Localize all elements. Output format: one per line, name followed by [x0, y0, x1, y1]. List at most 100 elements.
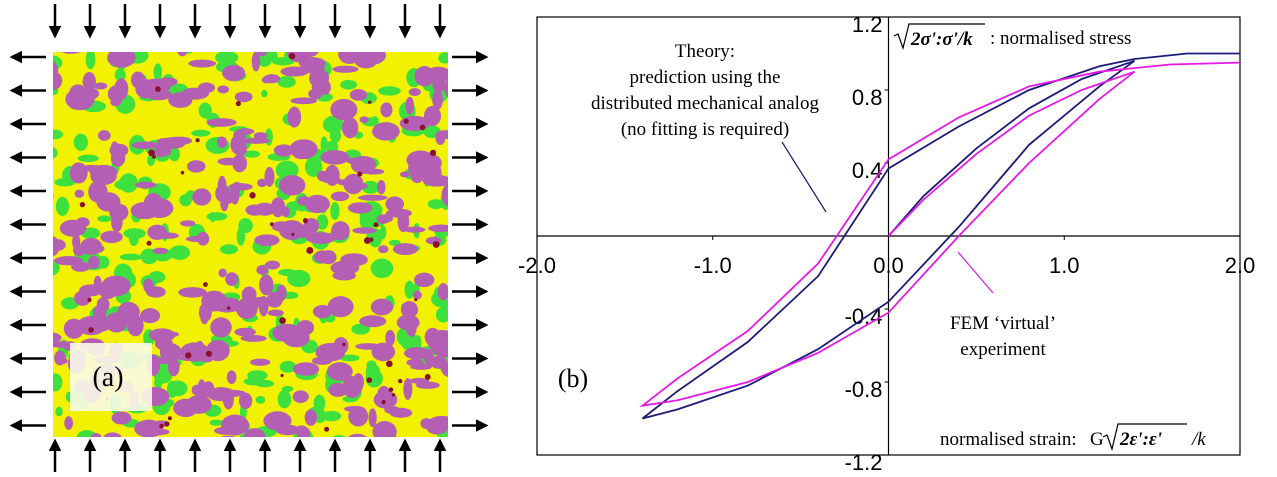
green-phase — [370, 258, 394, 279]
violet-phase — [376, 214, 390, 224]
violet-phase — [287, 106, 302, 128]
violet-phase — [276, 284, 287, 302]
green-phase — [404, 280, 415, 299]
green-phase — [198, 102, 212, 119]
violet-phase — [256, 264, 269, 275]
green-phase — [54, 178, 76, 187]
violet-phase — [271, 221, 292, 232]
violet-phase — [290, 97, 318, 105]
dark-phase — [369, 237, 374, 242]
dark-phase — [429, 149, 437, 156]
dark-phase — [398, 378, 403, 384]
green-phase — [215, 52, 239, 65]
violet-phase — [404, 226, 426, 233]
green-phase — [255, 396, 266, 404]
dark-phase — [195, 138, 200, 143]
violet-phase — [406, 358, 424, 367]
green-phase — [76, 430, 98, 437]
violet-phase — [217, 85, 229, 94]
violet-phase — [350, 155, 377, 174]
violet-phase — [359, 116, 369, 124]
annotation-fem: experiment — [960, 339, 1046, 360]
green-phase — [53, 67, 54, 76]
violet-phase — [192, 188, 212, 206]
violet-phase — [312, 304, 333, 319]
annotation-theory: distributed mechanical analog — [591, 93, 819, 114]
violet-phase — [330, 98, 358, 121]
dark-phase — [424, 374, 431, 380]
violet-phase — [308, 88, 323, 100]
chart: -2.0 -1.0 0.0 1.0 2.0 1.2 0.8 0.4 -0.4 -0.8 -1.2 (b… — [518, 12, 1255, 475]
green-phase — [275, 160, 299, 180]
violet-phase — [216, 136, 228, 148]
dark-phase — [324, 426, 330, 432]
violet-phase — [328, 171, 340, 180]
violet-phase — [326, 362, 353, 381]
green-phase — [55, 196, 70, 216]
violet-phase — [427, 329, 444, 352]
green-phase — [53, 147, 58, 159]
y-tick-label: 1.2 — [852, 12, 883, 37]
violet-phase — [359, 315, 387, 328]
violet-phase — [97, 130, 111, 141]
dark-phase — [279, 317, 286, 324]
x-label-k: /k — [1191, 429, 1206, 450]
x-label: normalised strain: — [940, 429, 1077, 450]
violet-phase — [230, 134, 247, 155]
violet-phase — [414, 272, 435, 288]
violet-phase — [71, 261, 91, 272]
violet-phase — [181, 87, 209, 100]
green-phase — [55, 406, 63, 417]
violet-phase — [385, 329, 396, 347]
y-tick-label: 0.4 — [852, 158, 883, 183]
violet-phase — [380, 424, 389, 433]
violet-phase — [320, 250, 337, 265]
green-phase — [438, 52, 448, 64]
green-phase — [153, 63, 163, 82]
microstructure-panel: (a) — [9, 4, 489, 472]
violet-phase — [232, 154, 247, 173]
green-phase — [53, 193, 54, 198]
green-phase — [351, 323, 371, 335]
violet-phase — [244, 428, 266, 437]
violet-phase — [156, 137, 184, 145]
green-phase — [339, 354, 360, 362]
violet-phase — [354, 57, 376, 67]
violet-phase — [148, 328, 176, 342]
dark-phase — [342, 342, 346, 347]
green-phase — [119, 173, 138, 193]
violet-phase — [177, 355, 208, 362]
violet-phase — [281, 206, 290, 218]
green-phase — [209, 419, 224, 426]
green-phase — [243, 377, 263, 386]
green-phase — [97, 215, 112, 222]
violet-phase — [69, 162, 88, 184]
green-phase — [169, 245, 191, 260]
green-phase — [435, 306, 448, 323]
violet-phase — [275, 414, 284, 431]
violet-phase — [218, 268, 227, 278]
violet-phase — [340, 253, 368, 267]
violet-phase — [352, 227, 377, 234]
green-phase — [214, 212, 223, 220]
dark-phase — [88, 327, 94, 333]
green-phase — [320, 136, 328, 153]
radical-sign — [1102, 423, 1187, 452]
violet-phase — [158, 232, 179, 239]
violet-phase — [186, 160, 206, 173]
violet-phase — [64, 416, 74, 430]
violet-phase — [370, 298, 394, 316]
violet-phase — [146, 428, 170, 436]
green-phase — [73, 133, 88, 151]
violet-phase — [409, 377, 429, 384]
violet-phase — [253, 132, 268, 140]
violet-phase — [376, 179, 386, 195]
violet-phase — [378, 245, 389, 254]
violet-phase — [63, 318, 85, 339]
dark-phase — [249, 192, 256, 199]
violet-phase — [380, 102, 393, 118]
violet-phase — [410, 168, 424, 184]
dark-phase — [363, 237, 371, 244]
